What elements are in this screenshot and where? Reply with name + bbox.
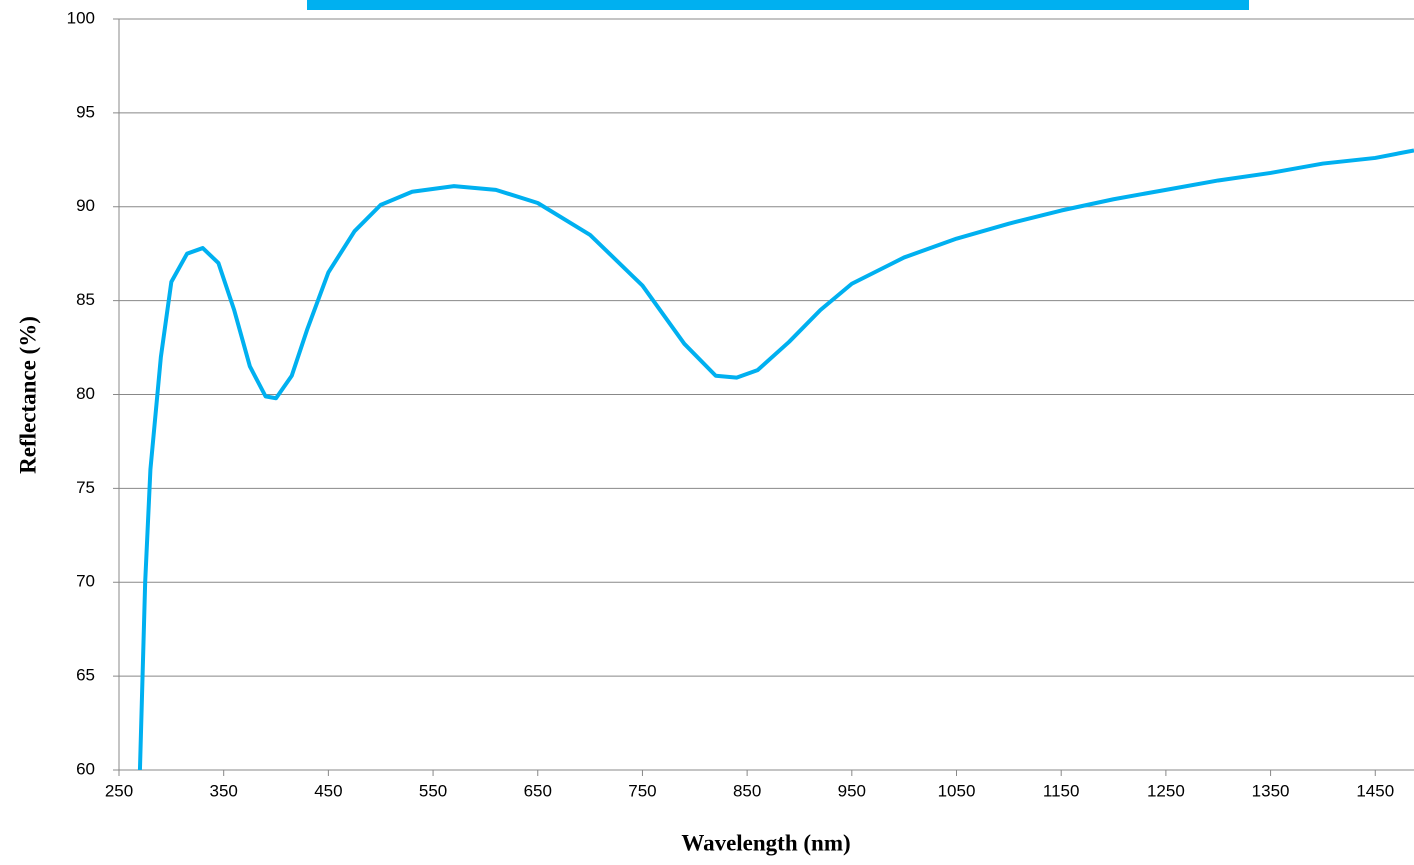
x-tick-label: 850 [733,781,761,800]
y-tick-label: 95 [76,102,95,121]
x-tick-label: 550 [419,781,447,800]
x-tick-label: 1150 [1043,781,1080,800]
x-tick-label: 1050 [938,781,976,800]
x-tick-label: 950 [838,781,866,800]
x-tick-label: 1450 [1356,781,1394,800]
data-line [137,148,1414,771]
x-tick-label: 750 [628,781,656,800]
x-axis-title: Wavelength (nm) [681,830,850,855]
y-tick-label: 75 [76,478,95,497]
y-tick-label: 90 [76,196,95,215]
y-tick-label: 100 [67,8,95,27]
y-tick-label: 65 [76,666,95,685]
x-tick-label: 250 [105,781,133,800]
x-tick-label: 1350 [1252,781,1290,800]
x-tick-label: 1250 [1147,781,1185,800]
y-tick-label: 80 [76,384,95,403]
y-tick-label: 60 [76,759,95,778]
y-axis-title: Reflectance (%) [15,316,40,474]
y-tick-label: 70 [76,572,95,591]
x-tick-label: 450 [314,781,342,800]
y-tick-label: 85 [76,290,95,309]
x-tick-label: 350 [210,781,238,800]
header-bar [307,0,1249,10]
x-tick-label: 650 [524,781,552,800]
